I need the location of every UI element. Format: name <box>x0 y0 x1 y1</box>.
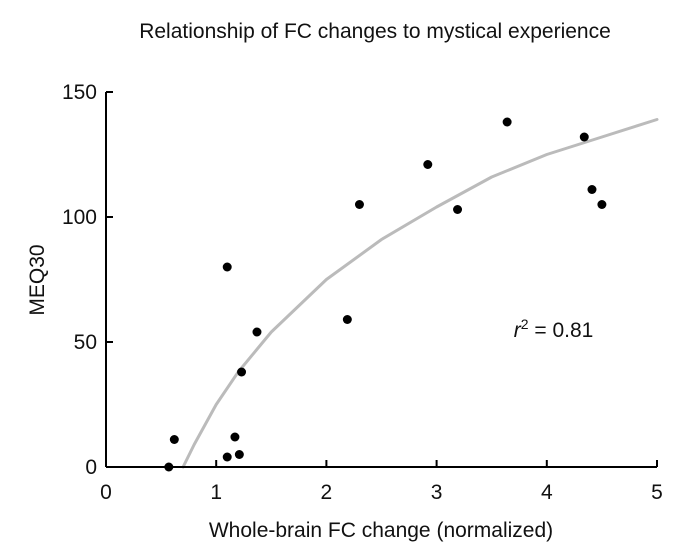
r-squared-value: = 0.81 <box>529 319 594 342</box>
data-point <box>579 132 589 142</box>
data-point <box>423 160 433 169</box>
chart-title: Relationship of FC changes to mystical e… <box>139 20 611 43</box>
y-tick-label: 100 <box>62 206 97 229</box>
data-point <box>222 452 232 462</box>
data-point <box>252 327 262 337</box>
x-tick-label: 3 <box>431 481 443 504</box>
data-point <box>354 200 364 209</box>
y-tick-label: 0 <box>85 456 97 479</box>
data-point <box>222 262 232 272</box>
data-point <box>234 450 244 459</box>
x-tick-label: 2 <box>321 481 333 504</box>
x-axis-label: Whole-brain FC change (normalized) <box>209 519 553 542</box>
y-axis-label: MEQ30 <box>26 244 49 315</box>
data-point <box>169 435 179 444</box>
data-point <box>453 205 463 214</box>
r-squared-variable: r <box>514 319 522 342</box>
data-point <box>230 432 240 442</box>
data-point <box>587 185 597 194</box>
x-tick-label: 0 <box>100 481 112 504</box>
y-tick-label: 150 <box>62 81 97 104</box>
data-point <box>237 367 247 377</box>
x-axis-ticks: 0 1 2 3 4 5 <box>100 460 663 504</box>
points-layer <box>164 117 607 472</box>
y-axis-ticks: 0 50 100 150 <box>62 81 113 479</box>
data-point <box>597 200 607 209</box>
x-tick-label: 5 <box>651 481 663 504</box>
x-tick-label: 4 <box>541 481 553 504</box>
fit-curve <box>181 118 659 469</box>
data-point <box>502 117 512 127</box>
r-squared-exponent: 2 <box>521 316 529 332</box>
r-squared-annotation: r2 = 0.81 <box>514 316 594 342</box>
x-tick-label: 1 <box>210 481 222 504</box>
fit-layer <box>181 118 659 469</box>
data-point <box>342 315 352 324</box>
y-tick-label: 50 <box>74 331 97 354</box>
